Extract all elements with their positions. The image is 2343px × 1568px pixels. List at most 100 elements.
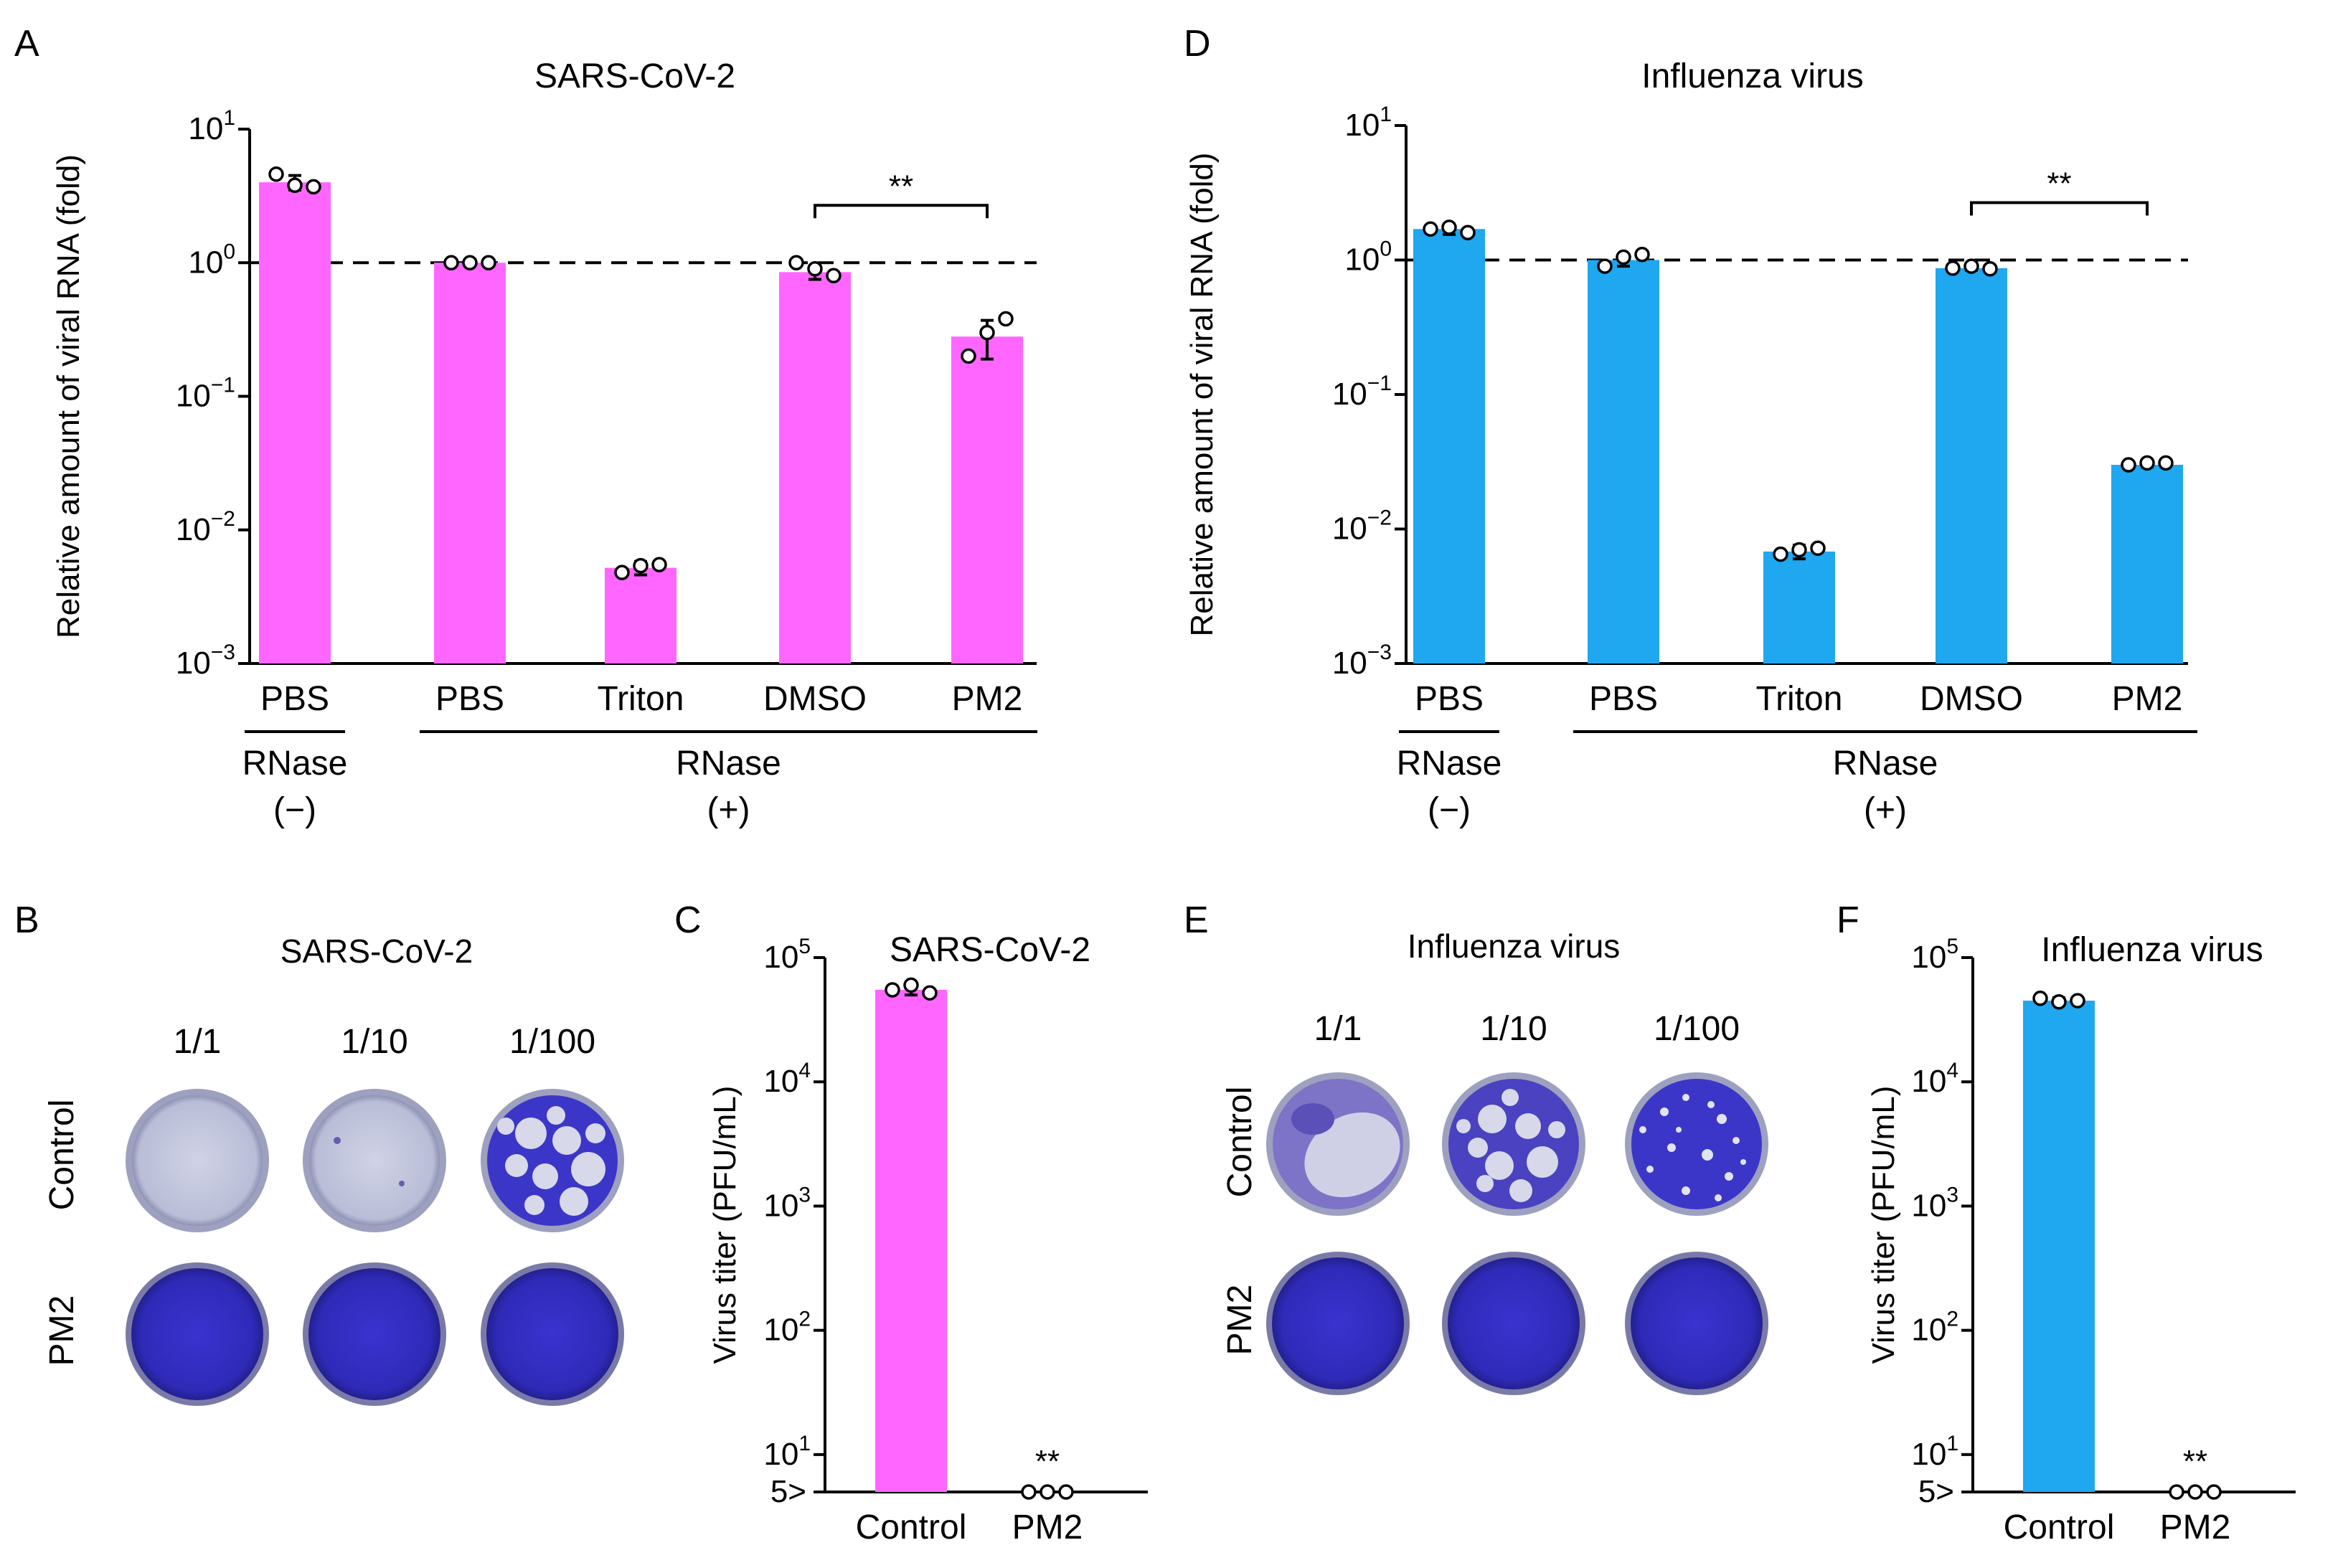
row-label-control: Control <box>1221 1087 1259 1198</box>
plate-pm2-1-10 <box>1442 1252 1585 1395</box>
dilution-label: 1/1 <box>174 1023 222 1061</box>
data-point <box>1791 542 1807 558</box>
data-point <box>268 166 284 182</box>
chart-title: Influenza virus <box>1641 57 1864 95</box>
y-tick-label: 5> <box>770 1474 806 1509</box>
x-tick-label: PM2 <box>1012 1508 1083 1546</box>
bar <box>779 272 851 663</box>
data-point <box>1021 1484 1037 1500</box>
y-axis-label: Virus titer (PFU/mL) <box>1866 1086 1901 1364</box>
bar <box>434 263 506 663</box>
significance-label: ** <box>2047 166 2071 202</box>
group-sublabel: (+) <box>1864 791 1907 829</box>
data-point <box>1964 258 1979 274</box>
x-tick-label: DMSO <box>1920 680 2023 718</box>
data-point <box>1616 249 1631 265</box>
y-tick-label: 105 <box>763 935 811 975</box>
y-tick-label: 10−2 <box>176 507 235 547</box>
y-tick-label: 105 <box>1911 935 1958 975</box>
data-point <box>614 565 630 580</box>
x-tick-label: PBS <box>1415 680 1484 718</box>
data-point <box>306 179 321 195</box>
group-sublabel: (−) <box>273 791 316 829</box>
x-tick-label: PBS <box>435 680 504 718</box>
plaque-assay-sars: SARS-CoV-2 1/1 1/10 1/100 Control PM2 <box>43 932 624 1406</box>
data-point <box>979 324 995 341</box>
chart-titer-sars: SARS-CoV-2 Virus titer (PFU/mL) 105 104 103 1… <box>707 931 1148 1546</box>
data-point <box>2051 994 2067 1010</box>
y-axis-label: Relative amount of viral RNA (fold) <box>1184 153 1220 637</box>
panel-letter-d: D <box>1184 23 1211 65</box>
data-point <box>287 177 303 194</box>
bar <box>1763 551 1835 663</box>
row-label-pm2: PM2 <box>43 1295 81 1366</box>
data-point <box>1945 260 1961 276</box>
significance-bracket <box>1970 201 2149 216</box>
bar <box>2111 465 2183 663</box>
x-tick-label: Control <box>2004 1508 2115 1546</box>
chart-rna-sars: SARS-CoV-2 Relative amount of viral RNA (… <box>51 57 1037 829</box>
plate-control-1-100 <box>481 1089 624 1232</box>
y-tick-label: 102 <box>763 1308 811 1348</box>
y-tick-label: 103 <box>1911 1183 1958 1223</box>
data-point <box>2187 1484 2203 1500</box>
plate-control-1-10 <box>303 1089 446 1232</box>
data-point <box>1441 219 1457 235</box>
plate-control-1-1 <box>126 1089 269 1232</box>
y-tick-label: 10−1 <box>1332 372 1392 412</box>
x-tick-label: PM2 <box>2112 680 2183 718</box>
dilution-label: 1/100 <box>509 1023 595 1061</box>
dilution-label: 1/10 <box>341 1023 407 1061</box>
dilution-label: 1/100 <box>1654 1010 1740 1048</box>
x-tick-label: PBS <box>260 680 329 718</box>
chart-title: Influenza virus <box>2041 931 2263 969</box>
plate-control-1-1 <box>1266 1072 1410 1216</box>
plate-pm2-1-1 <box>1266 1252 1410 1395</box>
plaque-title: Influenza virus <box>1408 927 1621 965</box>
data-point <box>2121 457 2136 473</box>
plaque-assay-influenza: Influenza virus 1/1 1/10 1/100 Control P… <box>1221 927 1768 1395</box>
plate-pm2-1-1 <box>126 1262 269 1406</box>
significance-label: ** <box>2183 1444 2207 1479</box>
data-point <box>998 311 1014 327</box>
y-tick-label: 10−1 <box>176 374 235 414</box>
plate-pm2-1-100 <box>1625 1252 1768 1395</box>
data-point <box>826 268 842 284</box>
bar <box>1936 268 2007 663</box>
y-tick-label: 10−3 <box>176 641 235 681</box>
data-point <box>2169 1484 2184 1500</box>
dilution-label: 1/1 <box>1314 1010 1362 1048</box>
bar <box>1413 229 1485 663</box>
group-label: RNase <box>1833 745 1938 783</box>
y-tick-label: 103 <box>763 1183 811 1223</box>
significance-label: ** <box>889 169 913 204</box>
data-point <box>1773 546 1788 562</box>
y-tick-label: 10−2 <box>1332 506 1392 547</box>
x-tick-label: PBS <box>1589 680 1658 718</box>
bar <box>875 989 947 1492</box>
data-point <box>633 557 649 574</box>
plate-control-1-10 <box>1442 1072 1585 1216</box>
data-point <box>2139 455 2155 471</box>
group-sublabel: (+) <box>707 791 750 829</box>
data-point <box>1810 540 1826 557</box>
plaque-title: SARS-CoV-2 <box>280 932 473 970</box>
y-axis-label: Relative amount of viral RNA (fold) <box>51 154 86 638</box>
data-point <box>1460 225 1476 240</box>
x-tick-label: PM2 <box>2160 1508 2231 1546</box>
x-tick-label: Triton <box>1756 680 1843 718</box>
y-tick-label: 101 <box>188 106 235 146</box>
significance-bracket <box>814 204 989 219</box>
data-point <box>1058 1484 1074 1500</box>
chart-rna-influenza: Influenza virus Relative amount of viral … <box>1184 57 2197 829</box>
row-label-control: Control <box>43 1100 81 1211</box>
y-tick-label: 104 <box>1911 1059 1958 1099</box>
panel-letter-f: F <box>1837 899 1859 941</box>
data-point <box>961 348 976 364</box>
y-tick-label: 101 <box>1911 1432 1958 1472</box>
y-axis-label: Virus titer (PFU/mL) <box>707 1086 742 1364</box>
significance-label: ** <box>1035 1444 1060 1479</box>
group-sublabel: (−) <box>1428 791 1471 829</box>
data-point <box>481 255 496 270</box>
